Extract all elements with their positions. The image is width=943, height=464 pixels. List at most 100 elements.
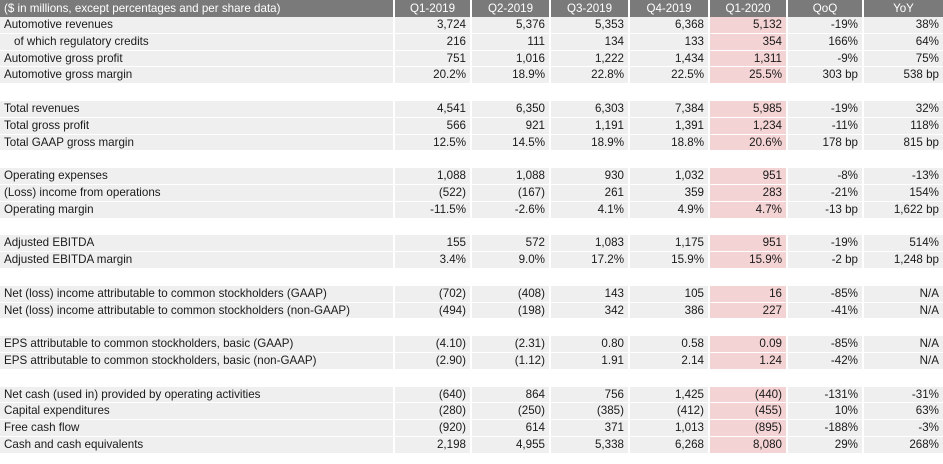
- highlighted-value-cell: 0.09: [708, 336, 786, 353]
- value-cell: 155: [393, 235, 470, 253]
- value-cell: 6,368: [628, 17, 708, 34]
- row-label: Operating margin: [4, 202, 94, 216]
- value-cell: 178 bp: [786, 134, 862, 152]
- value-cell: 18.9%: [549, 134, 628, 152]
- table-row: Total GAAP gross margin 12.5% 14.5% 18.9% 18…: [0, 134, 943, 152]
- value-cell: -85%: [786, 285, 862, 303]
- value-cell: (4.10): [393, 336, 470, 353]
- table-row: Automotive revenues 3,724 5,376 5,353 6,368 5…: [0, 17, 943, 34]
- table-row: Cash and cash equivalents 2,198 4,955 5,338…: [0, 436, 943, 454]
- value-cell: 166%: [786, 33, 862, 51]
- value-cell: -2 bp: [786, 252, 862, 269]
- value-cell: 261: [549, 184, 628, 202]
- highlighted-value-cell: (895): [708, 420, 786, 437]
- value-cell: -19%: [786, 17, 862, 34]
- value-cell: -13%: [862, 168, 943, 185]
- value-cell: (702): [393, 285, 470, 303]
- value-cell: 359: [628, 184, 708, 202]
- row-label: Automotive revenues: [4, 18, 113, 31]
- table-row: Total revenues 4,541 6,350 6,303 7,384 5,985-…: [0, 100, 943, 118]
- value-cell: -41%: [786, 302, 862, 320]
- value-cell: N/A: [862, 285, 943, 303]
- value-cell: 1,191: [549, 117, 628, 135]
- value-cell: (522): [393, 184, 470, 202]
- value-cell: 133: [628, 33, 708, 51]
- row-label: Total gross profit: [4, 118, 90, 132]
- highlighted-value-cell: 5,132: [708, 17, 786, 34]
- value-cell: 1,175: [628, 235, 708, 253]
- value-cell: 538 bp: [862, 67, 943, 85]
- value-cell: 751: [393, 50, 470, 68]
- value-cell: 134: [549, 33, 628, 51]
- value-cell: -19%: [786, 100, 862, 118]
- table-spacer-row: [0, 369, 943, 387]
- highlighted-value-cell: 20.6%: [708, 134, 786, 152]
- table-row: Net (loss) income attributable to common…: [0, 285, 943, 303]
- value-cell: -131%: [786, 386, 862, 404]
- value-cell: (250): [470, 403, 549, 421]
- row-label: Cash and cash equivalents: [4, 437, 144, 451]
- highlighted-value-cell: 1.24: [708, 352, 786, 370]
- table-row: Capital expenditures (280) (250) (385) (412)…: [0, 403, 943, 421]
- value-cell: 1,088: [393, 168, 470, 185]
- value-cell: 614: [470, 420, 549, 437]
- value-cell: 572: [470, 235, 549, 253]
- highlighted-value-cell: 15.9%: [708, 252, 786, 269]
- value-cell: 63%: [862, 403, 943, 421]
- row-label: EPS attributable to common stockholders,…: [4, 337, 294, 351]
- value-cell: 216: [393, 33, 470, 51]
- table-row: EPS attributable to common stockholders,…: [0, 336, 943, 353]
- row-label: Adjusted EBITDA: [4, 236, 95, 250]
- value-cell: -19%: [786, 235, 862, 253]
- value-cell: 371: [549, 420, 628, 437]
- column-header: Q1-2019: [393, 0, 470, 17]
- value-cell: 7,384: [628, 100, 708, 118]
- row-label: Net (loss) income attributable to common…: [4, 286, 327, 300]
- value-cell: -13 bp: [786, 201, 862, 219]
- value-cell: 4.1%: [549, 201, 628, 219]
- value-cell: 32%: [862, 100, 943, 118]
- column-header: YoY: [862, 0, 943, 17]
- value-cell: 18.9%: [470, 67, 549, 85]
- column-header: Q3-2019: [549, 0, 628, 17]
- value-cell: -31%: [862, 386, 943, 404]
- value-cell: (640): [393, 386, 470, 404]
- table-row: EPS attributable to common stockholders,…: [0, 352, 943, 370]
- value-cell: (1.12): [470, 352, 549, 370]
- value-cell: 1,248 bp: [862, 252, 943, 269]
- highlighted-value-cell: 5,985: [708, 100, 786, 118]
- value-cell: (920): [393, 420, 470, 437]
- row-label: Operating expenses: [4, 169, 108, 183]
- table-row: Adjusted EBITDA margin 3.4% 9.0% 17.2% 15.9%…: [0, 252, 943, 269]
- value-cell: 1,083: [549, 235, 628, 253]
- highlighted-value-cell: 1,234: [708, 117, 786, 135]
- row-label: Adjusted EBITDA margin: [4, 253, 133, 267]
- row-label: Automotive gross margin: [4, 68, 133, 82]
- highlighted-value-cell: 354: [708, 33, 786, 51]
- value-cell: 143: [549, 285, 628, 303]
- column-header: Q4-2019: [628, 0, 708, 17]
- value-cell: 1,032: [628, 168, 708, 185]
- value-cell: 1,434: [628, 50, 708, 68]
- column-header: Q1-2020: [708, 0, 786, 17]
- value-cell: 1,391: [628, 117, 708, 135]
- value-cell: 756: [549, 386, 628, 404]
- header-units-label: ($ in millions, except percentages and p…: [4, 2, 281, 15]
- row-label: (Loss) income from operations: [4, 185, 161, 199]
- value-cell: 5,353: [549, 17, 628, 34]
- value-cell: (280): [393, 403, 470, 421]
- value-cell: -9%: [786, 50, 862, 68]
- highlighted-value-cell: (455): [708, 403, 786, 421]
- value-cell: 6,268: [628, 436, 708, 454]
- value-cell: 10%: [786, 403, 862, 421]
- table-row: Operating margin -11.5% -2.6% 4.1% 4.9% 4.7% -…: [0, 201, 943, 219]
- row-label: Free cash flow: [4, 421, 80, 435]
- table-header-row: ($ in millions, except percentages and p…: [0, 0, 943, 17]
- row-label: Total revenues: [4, 101, 80, 115]
- value-cell: 4.9%: [628, 201, 708, 219]
- row-label: of which regulatory credits: [14, 34, 149, 48]
- column-header: QoQ: [786, 0, 862, 17]
- value-cell: 64%: [862, 33, 943, 51]
- value-cell: 514%: [862, 235, 943, 253]
- value-cell: (2.31): [470, 336, 549, 353]
